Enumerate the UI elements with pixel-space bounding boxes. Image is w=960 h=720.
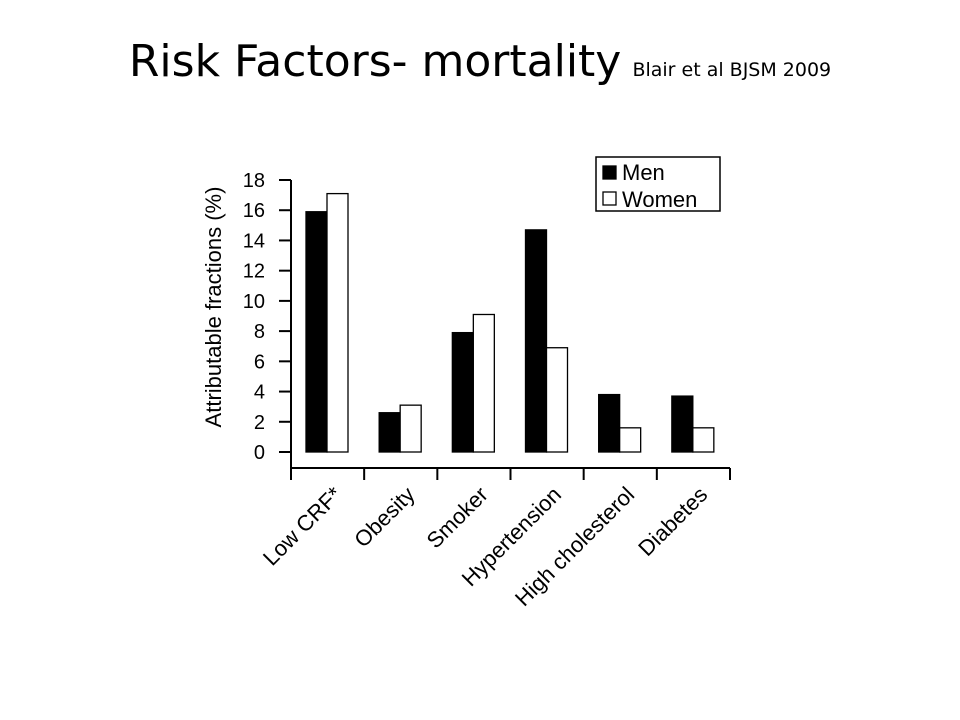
bar-women-hypertension (545, 347, 569, 453)
x-tick-label-low-crf: Low CRF* (258, 482, 347, 571)
bar-men-smoker (451, 331, 474, 453)
y-tick-label: 14 (243, 230, 265, 252)
legend-swatch-men (602, 165, 617, 180)
bars (305, 192, 715, 453)
y-tick-label: 0 (254, 442, 265, 464)
legend-label-women: Women (622, 187, 697, 212)
bar-women-low-crf (326, 192, 349, 453)
bar-women-smoker (472, 313, 495, 453)
y-tick-label: 8 (254, 321, 265, 343)
slide-title: Risk Factors- mortality Blair et al BJSM… (0, 36, 960, 87)
legend-box (595, 156, 721, 212)
bar-women-high-cholesterol (619, 427, 642, 453)
legend: Men Women (595, 156, 721, 212)
legend-swatch-women (602, 191, 617, 206)
x-tick-label-diabetes: Diabetes (633, 482, 712, 561)
legend-label-men: Men (622, 160, 665, 185)
slide-title-main: Risk Factors- mortality (128, 36, 622, 87)
bar-women-obesity (399, 404, 422, 453)
y-tick-label: 6 (254, 351, 265, 373)
bar-men-high-cholesterol (598, 393, 621, 453)
y-tick-label: 12 (243, 261, 265, 283)
slide-citation: Blair et al BJSM 2009 (632, 59, 832, 81)
bar-women-diabetes (692, 427, 715, 453)
bar-men-hypertension (524, 229, 548, 453)
x-tick-label-smoker: Smoker (422, 482, 493, 553)
y-axis-label: Attributable fractions (%) (201, 187, 226, 428)
x-tick-label-obesity: Obesity (349, 482, 419, 552)
bar-men-diabetes (671, 395, 694, 453)
y-tick-label: 10 (243, 291, 265, 313)
y-tick-label: 18 (243, 170, 265, 192)
axes: 0 2 4 6 8 10 12 14 16 18 (243, 170, 731, 480)
bar-men-obesity (378, 412, 401, 453)
bar-men-low-crf (305, 211, 328, 453)
y-tick-label: 4 (254, 382, 265, 404)
y-tick-label: 16 (243, 200, 265, 222)
y-tick-label: 2 (254, 412, 265, 434)
